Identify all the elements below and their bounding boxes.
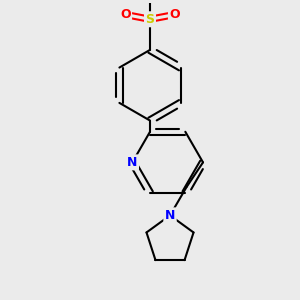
Text: S: S bbox=[146, 13, 154, 26]
Text: N: N bbox=[165, 209, 175, 222]
Text: O: O bbox=[169, 8, 180, 21]
Text: N: N bbox=[127, 156, 137, 169]
Text: O: O bbox=[120, 8, 130, 21]
